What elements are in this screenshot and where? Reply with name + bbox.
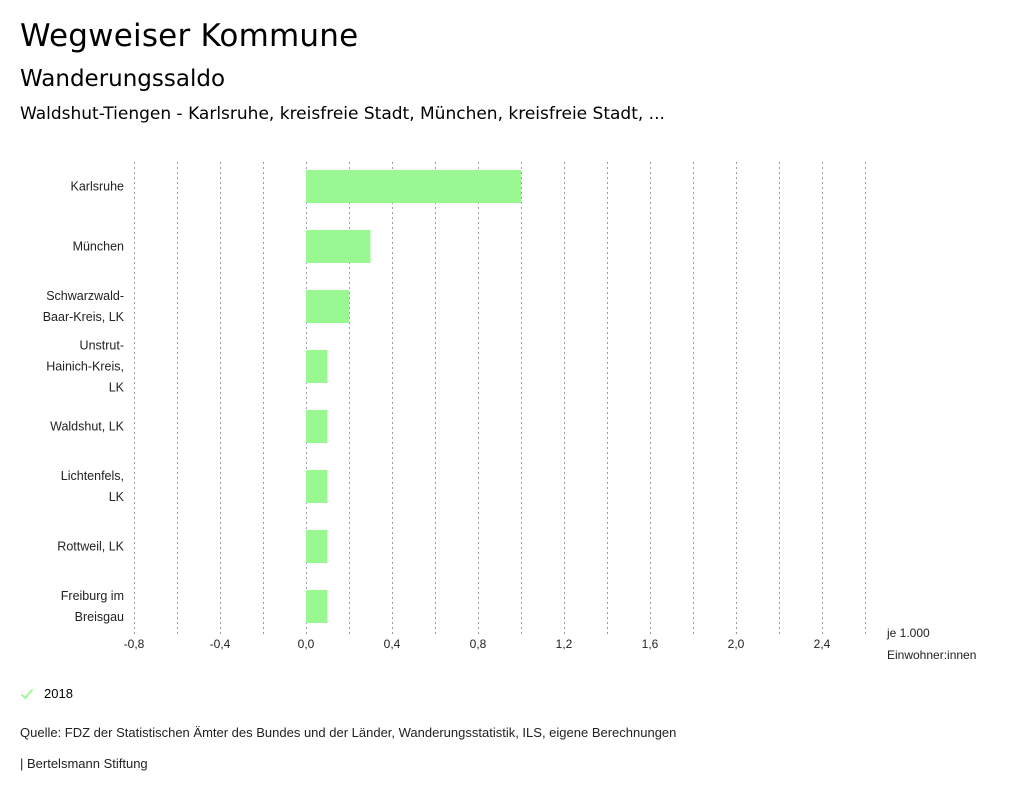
tick-label: 1,2: [556, 637, 573, 651]
bar[interactable]: [306, 350, 328, 383]
category-labels: Karlsruhe München Schwarzwald- Baar-Kreis, …: [43, 180, 125, 625]
category-label: Waldshut, LK: [50, 420, 125, 434]
source-note: Quelle: FDZ der Statistischen Ämter des …: [20, 725, 677, 740]
chart-subtitle: Wanderungssaldo: [20, 66, 226, 92]
bar[interactable]: [306, 590, 328, 623]
category-label: Karlsruhe: [71, 180, 125, 194]
tick-label: 2,4: [814, 637, 831, 651]
bar-chart: Karlsruhe München Schwarzwald- Baar-Kreis, …: [43, 162, 976, 662]
bar[interactable]: [306, 530, 328, 563]
checkmark-icon: [20, 687, 34, 701]
category-label: Freiburg im: [61, 589, 124, 603]
tick-label: 0,0: [298, 637, 315, 651]
bar[interactable]: [306, 410, 328, 443]
category-label: LK: [109, 381, 125, 395]
tick-label: 2,0: [728, 637, 745, 651]
tick-label: -0,8: [124, 637, 145, 651]
category-label: Breisgau: [75, 610, 124, 624]
category-label: München: [73, 240, 124, 254]
category-label: Lichtenfels,: [61, 469, 124, 483]
unit-label-line: je 1.000: [886, 626, 930, 640]
category-label: Rottweil, LK: [57, 540, 124, 554]
unit-label: je 1.000 Einwohner:innen: [886, 626, 976, 662]
bar[interactable]: [306, 290, 349, 323]
grid-lines: [134, 162, 866, 634]
tick-label: 0,4: [384, 637, 401, 651]
brand-note: | Bertelsmann Stiftung: [20, 756, 148, 771]
bar[interactable]: [306, 230, 371, 263]
tick-label: 0,8: [470, 637, 487, 651]
region-heading: Waldshut-Tiengen - Karlsruhe, kreisfreie…: [20, 104, 665, 124]
category-label: Baar-Kreis, LK: [43, 310, 125, 324]
bars: [306, 170, 521, 623]
category-label: Schwarzwald-: [46, 289, 124, 303]
legend-label: 2018: [44, 686, 73, 701]
category-label: Unstrut-: [80, 339, 124, 353]
category-label: LK: [109, 490, 125, 504]
tick-label: -0,4: [210, 637, 231, 651]
page-title: Wegweiser Kommune: [20, 18, 359, 54]
tick-labels: -0,8 -0,4 0,0 0,4 0,8 1,2 1,6 2,0 2,4: [124, 637, 831, 651]
tick-label: 1,6: [642, 637, 659, 651]
legend[interactable]: 2018: [20, 686, 73, 701]
bar[interactable]: [306, 470, 328, 503]
unit-label-line: Einwohner:innen: [887, 648, 976, 662]
category-label: Hainich-Kreis,: [46, 360, 124, 374]
bar[interactable]: [306, 170, 521, 203]
